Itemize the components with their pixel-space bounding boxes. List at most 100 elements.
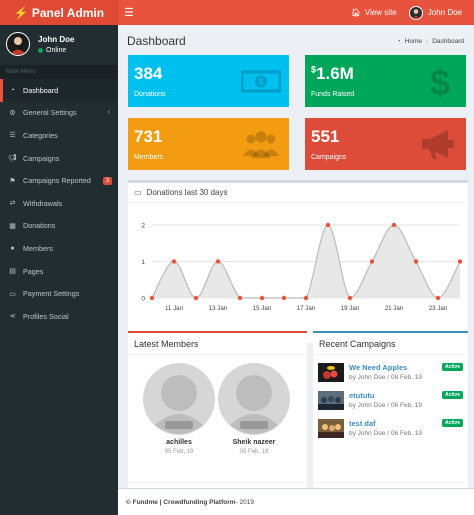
- sidebar-item-withdrawals[interactable]: ⇄ Withdrawals: [0, 192, 118, 215]
- sidebar-item-label: Campaigns: [23, 153, 60, 163]
- chart-data-point: [215, 259, 221, 264]
- chart-data-point: [281, 295, 287, 301]
- sidebar-item-donations[interactable]: ▦ Donations: [0, 215, 118, 238]
- x-tick-label: 19 Jan: [341, 305, 360, 312]
- categories-icon: ☰: [9, 132, 16, 140]
- sidebar-item-label: Withdrawals: [23, 198, 63, 208]
- chart-data-point: [391, 222, 397, 228]
- pages-icon: ▤: [9, 268, 16, 276]
- svg-text:$: $: [258, 77, 263, 87]
- chart-data-point: [237, 295, 243, 301]
- avatar: [6, 32, 30, 56]
- stat-tile-funds-raised[interactable]: $1.6M Funds Raised $: [305, 55, 466, 107]
- campaign-thumbnail: [318, 391, 344, 410]
- chart-data-point: [171, 259, 177, 264]
- sidebar-item-campaigns-reported[interactable]: ⚑ Campaigns Reported 3: [0, 169, 118, 192]
- user-name: John Doe: [427, 8, 462, 17]
- recent-campaigns-box: Recent Campaigns We Need Apples by John …: [313, 331, 468, 502]
- member-date: 05 Feb, 19: [164, 449, 194, 455]
- sidebar-item-label: General Settings: [23, 108, 77, 118]
- home-icon: 🏠︎: [350, 8, 361, 17]
- breadcrumb-current: Dashboard: [432, 38, 464, 45]
- dashboard-icon: ◔: [10, 86, 15, 94]
- sidebar-item-payment-settings[interactable]: ▭ Payment Settings: [0, 282, 118, 305]
- latest-members-title: Latest Members: [128, 333, 307, 355]
- campaign-item[interactable]: We Need Apples by John Doe / 08 Feb, 19 …: [318, 363, 463, 385]
- member-card[interactable]: achilles 05 Feb, 19: [143, 363, 215, 455]
- status-text: Online: [46, 46, 67, 54]
- breadcrumb-home[interactable]: Home: [404, 38, 423, 45]
- money-icon: $: [241, 70, 281, 93]
- tile-value-currency: $: [311, 64, 317, 75]
- chart-data-point: [193, 295, 199, 301]
- view-site-label: View site: [364, 8, 397, 17]
- y-tick-label: 1: [141, 259, 145, 266]
- chart-data-point: [259, 295, 265, 301]
- reported-count-badge: 3: [102, 176, 112, 185]
- sidebar-item-label: Profiles Social: [23, 311, 69, 321]
- bolt-icon: ⚡: [13, 5, 29, 20]
- chart-data-point: [413, 259, 419, 264]
- sidebar-item-label: Pages: [23, 266, 44, 276]
- status-badge: Active: [441, 391, 463, 399]
- campaign-title[interactable]: We Need Apples: [349, 363, 408, 372]
- tile-label: Members: [134, 154, 164, 161]
- tile-value: 551: [311, 127, 340, 146]
- bullhorn-icon: 📢︎: [8, 155, 17, 163]
- brand-logo[interactable]: ⚡ Panel Admin: [0, 0, 118, 25]
- menu-header: Main Menu: [0, 65, 118, 79]
- chart-data-point: [325, 222, 331, 228]
- donations-line-chart: 0 1 2 11 Jan 13 Jan 15 Jan 17 Jan 19 Jan 21 Jan 2…: [141, 222, 463, 312]
- chevron-left-icon: ‹: [107, 109, 110, 117]
- dashboard-icon: ◔: [396, 38, 401, 45]
- sidebar-item-label: Members: [23, 243, 53, 253]
- x-tick-label: 13 Jan: [209, 305, 228, 312]
- y-tick-label: 0: [141, 296, 145, 303]
- footer-year: - 2019: [235, 498, 254, 506]
- campaign-thumbnail: [318, 363, 344, 382]
- campaign-item[interactable]: test daf by John Doe / 06 Feb, 19 Active: [318, 419, 463, 441]
- user-panel: John Doe Online: [0, 25, 118, 63]
- stat-tile-donations[interactable]: 384 Donations $: [128, 55, 289, 107]
- cogs-icon: ⚙: [9, 109, 16, 117]
- member-card[interactable]: Sheik nazeer 05 Feb, 19: [218, 363, 290, 455]
- campaign-thumbnail: [318, 419, 344, 438]
- stat-tile-members[interactable]: 731 Members: [128, 118, 289, 170]
- member-name[interactable]: Sheik nazeer: [232, 439, 276, 446]
- hamburger-menu-icon[interactable]: ☰: [124, 7, 134, 19]
- recent-campaigns-title: Recent Campaigns: [313, 333, 468, 355]
- campaign-item[interactable]: etututu by John Doe / 06 Feb, 19 Active: [318, 391, 463, 413]
- chart-data-point: [457, 259, 463, 264]
- campaign-title[interactable]: test daf: [349, 419, 376, 428]
- sidebar-item-members[interactable]: ● Members: [0, 237, 118, 260]
- sidebar-item-dashboard[interactable]: ◔ Dashboard: [0, 79, 118, 102]
- campaign-meta: by John Doe / 08 Feb, 19: [349, 374, 422, 381]
- stat-tile-campaigns[interactable]: 551 Campaigns: [305, 118, 466, 170]
- sidebar-item-general-settings[interactable]: ⚙ General Settings ‹: [0, 102, 118, 125]
- users-icon: [243, 131, 279, 158]
- sidebar-item-categories[interactable]: ☰ Categories: [0, 124, 118, 147]
- sidebar-item-pages[interactable]: ▤ Pages: [0, 260, 118, 283]
- tile-label: Funds Raised: [311, 91, 355, 98]
- footer: © Fundme | Crowdfunding Platform - 2019: [118, 488, 474, 515]
- campaign-title[interactable]: etututu: [349, 391, 375, 400]
- y-tick-label: 2: [141, 223, 145, 230]
- status-badge: Active: [441, 419, 463, 427]
- sidebar-item-campaigns[interactable]: 📢︎ Campaigns: [0, 147, 118, 170]
- member-date: 05 Feb, 19: [239, 449, 269, 455]
- user-menu[interactable]: John Doe: [408, 5, 462, 20]
- x-tick-label: 17 Jan: [297, 305, 316, 312]
- sidebar-item-profiles-social[interactable]: ⋖ Profiles Social: [0, 305, 118, 328]
- member-name[interactable]: achilles: [166, 439, 192, 446]
- payment-icon: ▭: [9, 290, 16, 298]
- page-title: Dashboard: [127, 34, 186, 48]
- tile-label: Donations: [134, 91, 166, 98]
- breadcrumb: ◔ Home › Dashboard: [397, 38, 464, 45]
- view-site-link[interactable]: 🏠︎ View site: [351, 8, 397, 17]
- chart-area-fill: [152, 225, 460, 298]
- status-badge: Online: [38, 47, 74, 54]
- chart-data-point: [435, 295, 441, 301]
- sidebar-item-label: Campaigns Reported: [23, 176, 91, 186]
- sidebar-item-label: Categories: [23, 130, 58, 140]
- donations-icon: ▦: [9, 222, 16, 230]
